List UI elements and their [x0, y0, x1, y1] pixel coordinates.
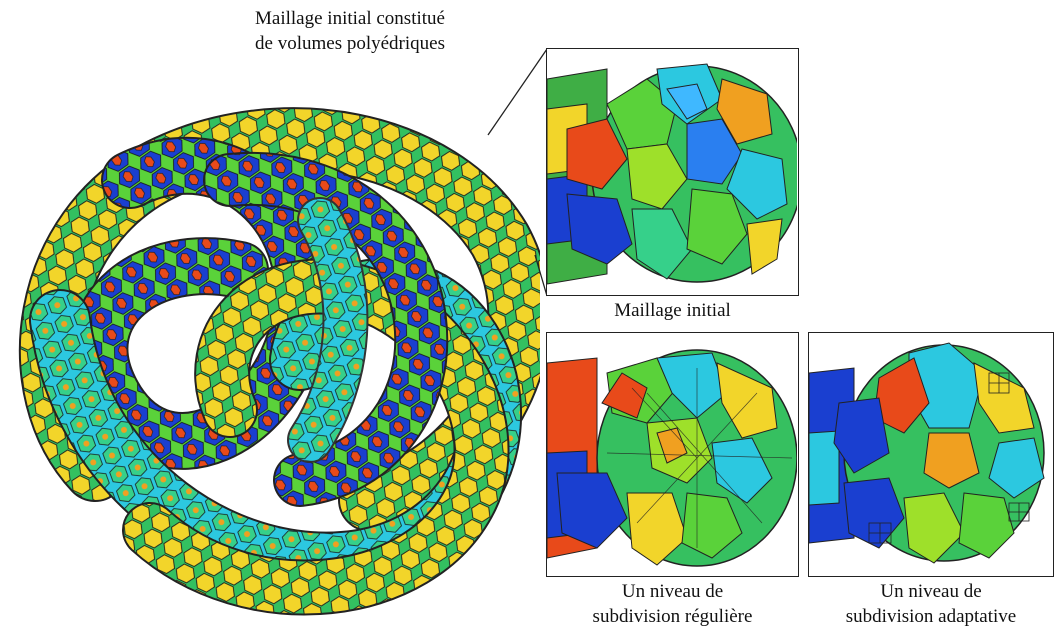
knot-mesh-illustration — [0, 60, 540, 637]
initial-mesh-svg — [547, 49, 797, 294]
zoom-leader-lines — [487, 48, 548, 297]
caption-adaptive-line2: subdivision adaptative — [845, 606, 1017, 627]
regular-subdivision-svg — [547, 333, 797, 575]
adaptive-subdivision-svg — [809, 333, 1052, 575]
caption-regular-line2: subdivision régulière — [592, 606, 753, 627]
knot-svg — [18, 107, 540, 616]
main-mesh-caption: Maillage initial constitué de volumes po… — [205, 6, 495, 56]
panel-regular-subdivision — [546, 332, 799, 577]
caption-regular-subdivision: Un niveau de subdivision régulière — [546, 579, 799, 629]
main-mesh-caption-line2: de volumes polyédriques — [255, 33, 445, 54]
caption-adaptive-line1: Un niveau de — [880, 581, 982, 602]
panel-adaptive-subdivision — [808, 332, 1054, 577]
caption-adaptive-subdivision: Un niveau de subdivision adaptative — [808, 579, 1054, 629]
panel-initial-mesh — [546, 48, 799, 296]
caption-initial-mesh: Maillage initial — [614, 300, 731, 321]
caption-regular-line1: Un niveau de — [621, 581, 724, 602]
main-mesh-caption-line1: Maillage initial constitué — [255, 8, 445, 29]
